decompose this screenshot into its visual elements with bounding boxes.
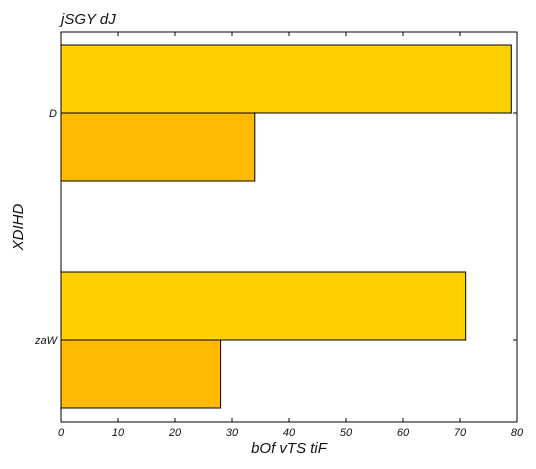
bar-zaW-series-2 [60, 339, 222, 409]
bar-D-series-1 [60, 44, 512, 114]
x-axis-ticks: 0 10 20 30 40 50 60 70 80 [58, 32, 524, 439]
x-tick-label: 70 [454, 427, 467, 439]
x-tick-label: 0 [58, 427, 65, 439]
y-tick-label: zaW [34, 335, 59, 347]
bars-group [60, 44, 512, 409]
x-tick-label: 60 [397, 427, 410, 439]
x-tick-label: 40 [283, 427, 296, 439]
x-tick-label: 50 [340, 427, 353, 439]
bar-D-series-2 [60, 112, 256, 182]
y-tick-label: D [49, 108, 57, 120]
x-tick-label: 20 [168, 427, 182, 439]
x-tick-label: 30 [226, 427, 239, 439]
x-tick-label: 10 [112, 427, 125, 439]
chart-title: jSGY dJ [59, 11, 116, 28]
y-axis-label: XDIHD [10, 203, 27, 251]
bar-zaW-series-1 [60, 271, 467, 341]
x-tick-label: 80 [511, 427, 524, 439]
x-axis-label: bOf vTS tiF [251, 440, 328, 457]
